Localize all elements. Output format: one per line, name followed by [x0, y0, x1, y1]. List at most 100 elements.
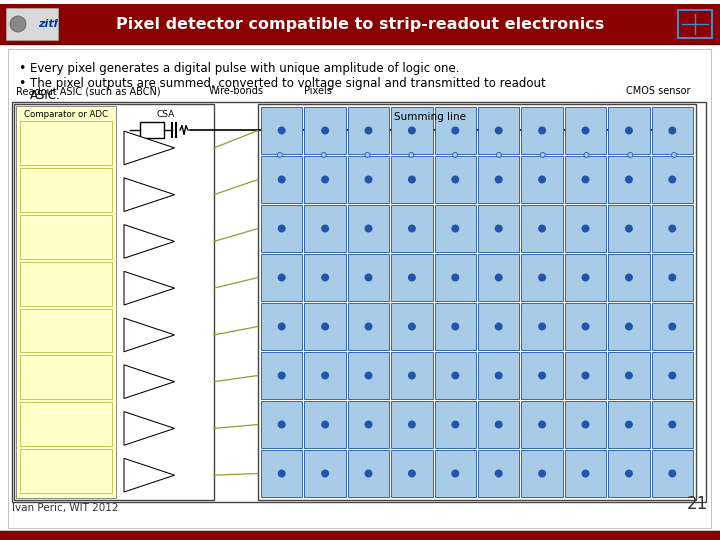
- Circle shape: [408, 372, 416, 380]
- Circle shape: [625, 322, 633, 330]
- Circle shape: [321, 152, 326, 158]
- Text: "": "": [52, 19, 58, 25]
- Bar: [391, 254, 433, 301]
- Circle shape: [582, 372, 590, 380]
- Bar: [652, 205, 693, 252]
- Circle shape: [321, 126, 329, 134]
- Circle shape: [453, 152, 458, 158]
- Text: CMOS sensor: CMOS sensor: [626, 86, 691, 96]
- Circle shape: [364, 273, 372, 281]
- Bar: [564, 254, 606, 301]
- Bar: [348, 352, 390, 399]
- Bar: [478, 205, 519, 252]
- Polygon shape: [124, 131, 174, 165]
- Bar: [435, 254, 476, 301]
- Bar: [521, 254, 563, 301]
- Circle shape: [582, 273, 590, 281]
- Bar: [564, 156, 606, 203]
- Bar: [564, 107, 606, 154]
- Circle shape: [668, 322, 676, 330]
- Bar: [435, 401, 476, 448]
- Bar: [20, 215, 112, 259]
- Bar: [608, 156, 649, 203]
- Circle shape: [625, 372, 633, 380]
- Bar: [305, 254, 346, 301]
- Circle shape: [625, 273, 633, 281]
- Circle shape: [668, 176, 676, 184]
- Circle shape: [668, 225, 676, 233]
- Bar: [20, 121, 112, 165]
- Circle shape: [451, 176, 459, 184]
- Bar: [608, 401, 649, 448]
- Circle shape: [625, 469, 633, 477]
- Circle shape: [495, 421, 503, 429]
- Bar: [652, 450, 693, 497]
- Bar: [348, 156, 390, 203]
- Bar: [348, 303, 390, 350]
- Circle shape: [365, 152, 370, 158]
- Bar: [652, 303, 693, 350]
- Circle shape: [538, 225, 546, 233]
- Bar: [12, 102, 706, 502]
- Bar: [478, 156, 519, 203]
- Circle shape: [408, 469, 416, 477]
- Bar: [435, 303, 476, 350]
- Circle shape: [278, 469, 286, 477]
- Circle shape: [451, 126, 459, 134]
- Bar: [521, 450, 563, 497]
- Bar: [261, 450, 302, 497]
- Bar: [652, 401, 693, 448]
- Polygon shape: [124, 271, 174, 305]
- Bar: [521, 303, 563, 350]
- Text: Summing line: Summing line: [394, 112, 466, 122]
- Bar: [14, 104, 214, 500]
- Circle shape: [625, 126, 633, 134]
- Bar: [478, 303, 519, 350]
- Bar: [608, 352, 649, 399]
- Circle shape: [538, 469, 546, 477]
- Circle shape: [278, 126, 286, 134]
- Bar: [261, 352, 302, 399]
- Circle shape: [496, 152, 501, 158]
- Circle shape: [278, 176, 286, 184]
- Circle shape: [364, 421, 372, 429]
- Bar: [20, 449, 112, 493]
- Circle shape: [538, 372, 546, 380]
- Circle shape: [364, 322, 372, 330]
- Bar: [140, 122, 164, 138]
- Text: CSA: CSA: [157, 110, 175, 119]
- Circle shape: [364, 176, 372, 184]
- Text: ASIC.: ASIC.: [30, 89, 60, 102]
- Bar: [391, 205, 433, 252]
- Bar: [608, 303, 649, 350]
- Circle shape: [278, 225, 286, 233]
- Bar: [478, 352, 519, 399]
- Circle shape: [668, 469, 676, 477]
- Bar: [521, 156, 563, 203]
- Bar: [391, 352, 433, 399]
- Bar: [305, 205, 346, 252]
- Bar: [478, 401, 519, 448]
- Text: •: •: [18, 77, 25, 90]
- Circle shape: [495, 225, 503, 233]
- Circle shape: [10, 16, 26, 32]
- Text: Pixels: Pixels: [304, 86, 332, 96]
- Bar: [16, 106, 116, 498]
- Circle shape: [451, 322, 459, 330]
- Text: ziti: ziti: [38, 19, 58, 29]
- Circle shape: [321, 176, 329, 184]
- Circle shape: [364, 372, 372, 380]
- Bar: [652, 352, 693, 399]
- Circle shape: [538, 176, 546, 184]
- Bar: [305, 450, 346, 497]
- Bar: [348, 107, 390, 154]
- Bar: [521, 352, 563, 399]
- Bar: [20, 355, 112, 399]
- Polygon shape: [124, 318, 174, 352]
- Bar: [261, 107, 302, 154]
- Bar: [305, 156, 346, 203]
- Circle shape: [277, 152, 282, 158]
- Circle shape: [278, 322, 286, 330]
- Bar: [652, 107, 693, 154]
- Bar: [564, 303, 606, 350]
